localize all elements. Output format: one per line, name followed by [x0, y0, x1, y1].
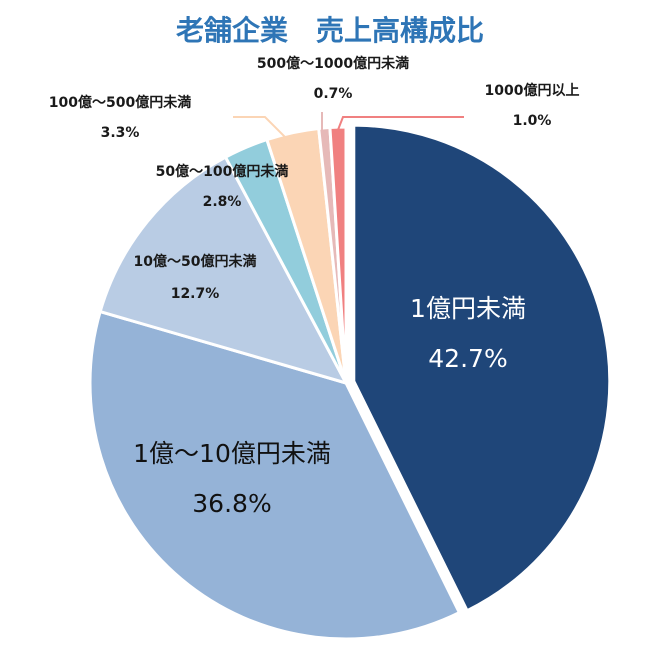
slice-labels: 1億円未満 42.7% 1億～10億円未満 36.8% 10億～50億円未満 12.7% 5… — [49, 55, 580, 518]
leader-line — [233, 116, 286, 138]
pie-slice — [88, 309, 462, 641]
slice-value-label: 1.0% — [513, 113, 552, 129]
slice-value-label: 42.7% — [428, 344, 507, 373]
slice-value-label: 12.7% — [171, 286, 220, 302]
pie-slice — [98, 155, 349, 386]
slice-category-label: 100億～500億円未満 — [49, 94, 191, 111]
pie-slice — [352, 123, 612, 613]
pie-slice — [328, 125, 348, 384]
slice-value-label: 2.8% — [203, 194, 242, 210]
pie-slices — [88, 123, 612, 641]
slice-category-label: 50億～100億円未満 — [156, 163, 289, 180]
slice-category-label: 1億円未満 — [410, 294, 526, 323]
slice-category-label: 1000億円以上 — [485, 82, 580, 99]
slice-category-label: 10億～50億円未満 — [134, 253, 257, 270]
chart-title: 老舗企業 売上高構成比 — [176, 14, 484, 47]
slice-category-label: 1億～10億円未満 — [133, 439, 331, 468]
leader-lines — [233, 112, 464, 138]
leader-line — [335, 116, 464, 136]
slice-category-label: 500億～1000億円未満 — [257, 55, 409, 72]
slice-value-label: 3.3% — [101, 125, 140, 141]
slice-value-label: 0.7% — [314, 86, 353, 102]
slice-value-label: 36.8% — [192, 489, 271, 518]
